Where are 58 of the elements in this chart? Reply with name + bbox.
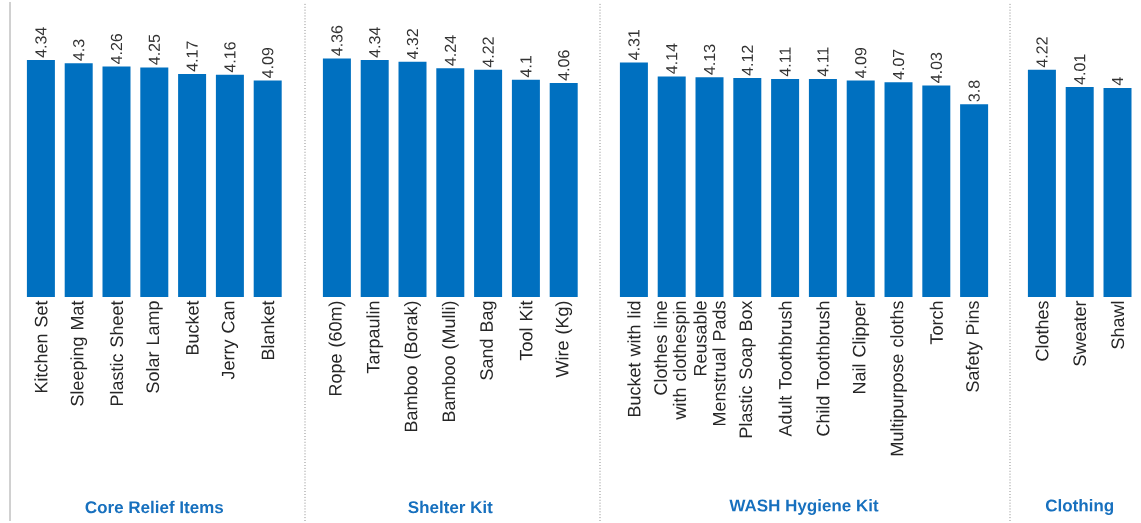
data-label: 4.31	[628, 29, 640, 60]
x-tick-label: Plastic Soap Box	[738, 300, 756, 438]
x-tick-label: Torch	[929, 301, 943, 345]
x-tick-label: Solar Lamp	[145, 301, 163, 393]
data-label: 4.11	[817, 47, 829, 77]
data-label: 4.34	[35, 27, 47, 58]
data-label: 4.26	[110, 33, 123, 65]
x-tick-label: Plastic Sheet	[109, 300, 124, 406]
data-label: 4.22	[482, 37, 494, 68]
data-label: 4.12	[741, 45, 753, 76]
x-tick-label: Child Toothbrush	[816, 301, 830, 436]
data-label: 4.24	[444, 35, 456, 66]
data-label: 4.09	[262, 47, 274, 78]
data-label: 4.36	[331, 25, 343, 56]
x-tick-label: Safety Pins	[965, 301, 983, 392]
x-tick-label: Rope (60m)	[328, 301, 346, 396]
x-tick-label: Clothes line with clothespin	[653, 301, 690, 420]
data-label: 4.32	[406, 29, 419, 60]
x-tick-label: Wire (Kg)	[555, 301, 573, 378]
x-axis-title: Core Relief Items	[85, 500, 224, 514]
data-label: 4.1	[520, 56, 532, 78]
x-tick-label: Bucket	[185, 300, 199, 355]
data-label: 4.07	[892, 49, 905, 80]
x-tick-label: Nail Clipper	[852, 300, 870, 394]
data-label: 4.13	[703, 44, 716, 75]
x-tick-label: Multipurpose cloths	[890, 301, 907, 456]
data-label: 4	[1112, 77, 1124, 86]
x-tick-label: Reusable Menstrual Pads	[693, 301, 726, 426]
data-label: 4.34	[369, 27, 381, 58]
x-axis-title: Clothing	[1045, 499, 1114, 515]
x-tick-label: Bucket with lid	[627, 301, 641, 417]
x-tick-label: Bamboo (Borak)	[404, 301, 421, 432]
x-tick-label: Sleeping Mat	[70, 300, 88, 406]
x-tick-label: Tool Kit	[519, 300, 533, 361]
data-label: 4.09	[855, 47, 867, 78]
x-tick-label: Sand Bag	[479, 301, 497, 380]
x-tick-label: Tarpaulin	[366, 301, 384, 374]
data-label: 4.25	[148, 34, 160, 65]
data-label: 4.03	[930, 52, 942, 83]
x-tick-label: Jerry Can	[221, 301, 239, 380]
data-label: 4.11	[779, 47, 791, 77]
x-tick-label: Sweater	[1073, 300, 1087, 366]
x-axis-title: Shelter Kit	[408, 500, 493, 514]
data-label: 3.8	[968, 80, 980, 102]
data-label: 4.22	[1036, 37, 1048, 68]
x-tick-label: Blanket	[261, 300, 275, 360]
x-tick-label: Clothes	[1035, 301, 1049, 361]
data-label: 4.3	[73, 39, 85, 61]
data-label: 4.01	[1074, 54, 1086, 85]
x-tick-label: Shawl	[1110, 301, 1125, 349]
data-label: 4.16	[224, 42, 236, 73]
x-tick-label: Bamboo (Mulli)	[441, 301, 459, 422]
data-label: 4.06	[558, 50, 570, 81]
x-tick-label: Adult Toothbrush	[778, 301, 792, 437]
x-tick-label: Kitchen Set	[34, 300, 48, 393]
data-label: 4.14	[666, 43, 678, 74]
data-label: 4.17	[186, 41, 198, 72]
x-axis-title: WASH Hygiene Kit	[729, 499, 879, 515]
